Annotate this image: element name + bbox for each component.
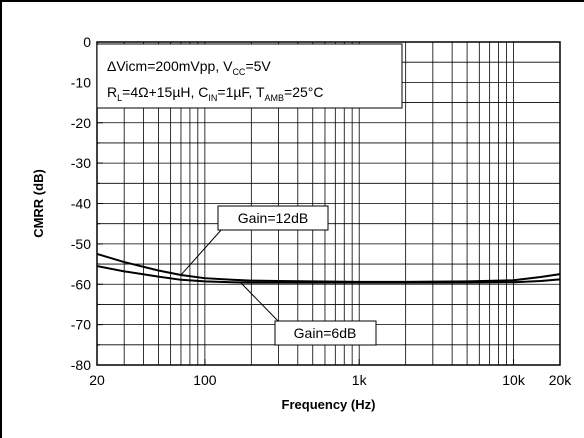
conditions-line-2-sub-2: IN <box>208 93 217 103</box>
y-tick-label: 0 <box>83 34 91 50</box>
y-tick-label: -30 <box>71 155 91 171</box>
conditions-line-1: ΔVicm=200mVpp, VCC=5V <box>107 58 271 77</box>
label-text-gain-12db: Gain=12dB <box>238 210 308 226</box>
conditions-line-2: RL=4Ω+15µH, CIN=1µF, TAMB=25°C <box>107 84 323 103</box>
series-group <box>96 253 561 284</box>
y-tick-label: -80 <box>71 357 91 373</box>
label-gain-12db: Gain=12dB <box>180 205 329 276</box>
label-box-gain-12db <box>217 205 329 231</box>
series-line-0 <box>96 253 561 283</box>
conditions-line-2-sub-1: L <box>117 93 122 103</box>
x-tick-labels: 20 100 1k 10k 20k <box>89 372 572 388</box>
conditions-line-2-sub-3: AMB <box>265 93 285 103</box>
y-tick-label: -60 <box>71 276 91 292</box>
x-tick-label: 1k <box>352 372 368 388</box>
conditions-line-1-part-2: =5V <box>245 58 271 74</box>
conditions-line-1-part-1: ΔVicm=200mVpp, V <box>107 58 233 74</box>
leader-line-gain-12db <box>180 228 223 276</box>
conditions-line-2-part-4: =25°C <box>284 84 323 100</box>
label-box-gain-6db <box>274 320 377 346</box>
x-tick-label: 20 <box>89 372 105 388</box>
conditions-line-2-part-1: R <box>107 84 117 100</box>
label-text-gain-6db: Gain=6dB <box>294 325 357 341</box>
frame-top-border <box>0 0 584 2</box>
leader-line-gain-6db <box>240 282 281 324</box>
x-tick-label: 20k <box>549 372 573 388</box>
x-tick-label: 100 <box>193 372 217 388</box>
conditions-line-1-sub-1: CC <box>232 67 245 77</box>
tick-marks <box>96 41 561 366</box>
label-gain-6db: Gain=6dB <box>240 282 377 346</box>
y-tick-label: -10 <box>71 74 91 90</box>
y-tick-label: -70 <box>71 317 91 333</box>
x-tick-label: 10k <box>502 372 526 388</box>
y-tick-label: -40 <box>71 196 91 212</box>
conditions-box <box>96 43 403 109</box>
y-tick-label: -20 <box>71 115 91 131</box>
y-tick-labels: 0 -10 -20 -30 -40 -50 -60 -70 -80 <box>71 34 91 373</box>
conditions-line-2-part-2: =4Ω+15µH, C <box>122 84 208 100</box>
x-axis-title: Frequency (Hz) <box>282 397 376 412</box>
frame-left-border <box>0 0 2 438</box>
y-axis-title: CMRR (dB) <box>31 169 46 238</box>
series-line-1 <box>96 265 561 284</box>
y-tick-label: -50 <box>71 236 91 252</box>
conditions-line-2-part-3: =1µF, T <box>217 84 265 100</box>
